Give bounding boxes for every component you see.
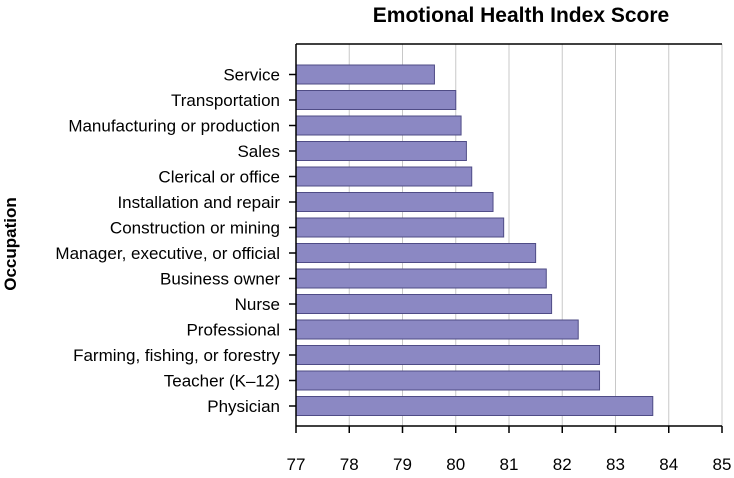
bar: [295, 90, 457, 110]
category-label: Transportation: [171, 91, 280, 110]
bar: [295, 217, 505, 238]
category-label: Clerical or office: [158, 168, 280, 187]
category-label: Farming, fishing, or forestry: [73, 346, 280, 365]
bars: [295, 64, 654, 416]
bar: [295, 192, 494, 212]
x-tick-label: 85: [713, 455, 732, 474]
x-tick-labels: 77 78 79 80 81 82 83 84 85: [287, 455, 732, 474]
category-label: Construction or mining: [110, 219, 280, 238]
category-label: Professional: [186, 321, 280, 340]
x-tick-label: 80: [446, 455, 465, 474]
category-label: Service: [223, 66, 280, 85]
x-tick-label: 83: [606, 455, 625, 474]
bar: [295, 370, 601, 391]
axes: [289, 43, 723, 433]
category-label: Teacher (K–12): [164, 372, 280, 391]
bar: [295, 396, 654, 416]
bar: [295, 64, 435, 85]
bar: [295, 319, 579, 340]
bar: [295, 294, 553, 314]
category-label: Installation and repair: [117, 193, 280, 212]
bar: [295, 345, 601, 365]
category-label: Manager, executive, or official: [55, 244, 280, 263]
category-label: Business owner: [160, 270, 280, 289]
x-tick-label: 84: [659, 455, 678, 474]
bar: [295, 166, 473, 187]
category-label: Sales: [237, 142, 280, 161]
bar: [295, 115, 462, 136]
bar: [295, 141, 467, 161]
chart-title: Emotional Health Index Score: [373, 4, 669, 27]
x-tick-label: 82: [553, 455, 572, 474]
y-axis-label: Occupation: [1, 197, 20, 291]
x-tick-label: 78: [340, 455, 359, 474]
category-label: Manufacturing or production: [68, 117, 280, 136]
category-label: Nurse: [235, 295, 280, 314]
bar: [295, 268, 547, 289]
bar: [295, 243, 537, 263]
category-labels: Service Transportation Manufacturing or pr…: [55, 66, 280, 417]
x-tick-label: 79: [393, 455, 412, 474]
category-label: Physician: [207, 397, 280, 416]
x-tick-label: 77: [287, 455, 306, 474]
x-tick-label: 81: [500, 455, 519, 474]
